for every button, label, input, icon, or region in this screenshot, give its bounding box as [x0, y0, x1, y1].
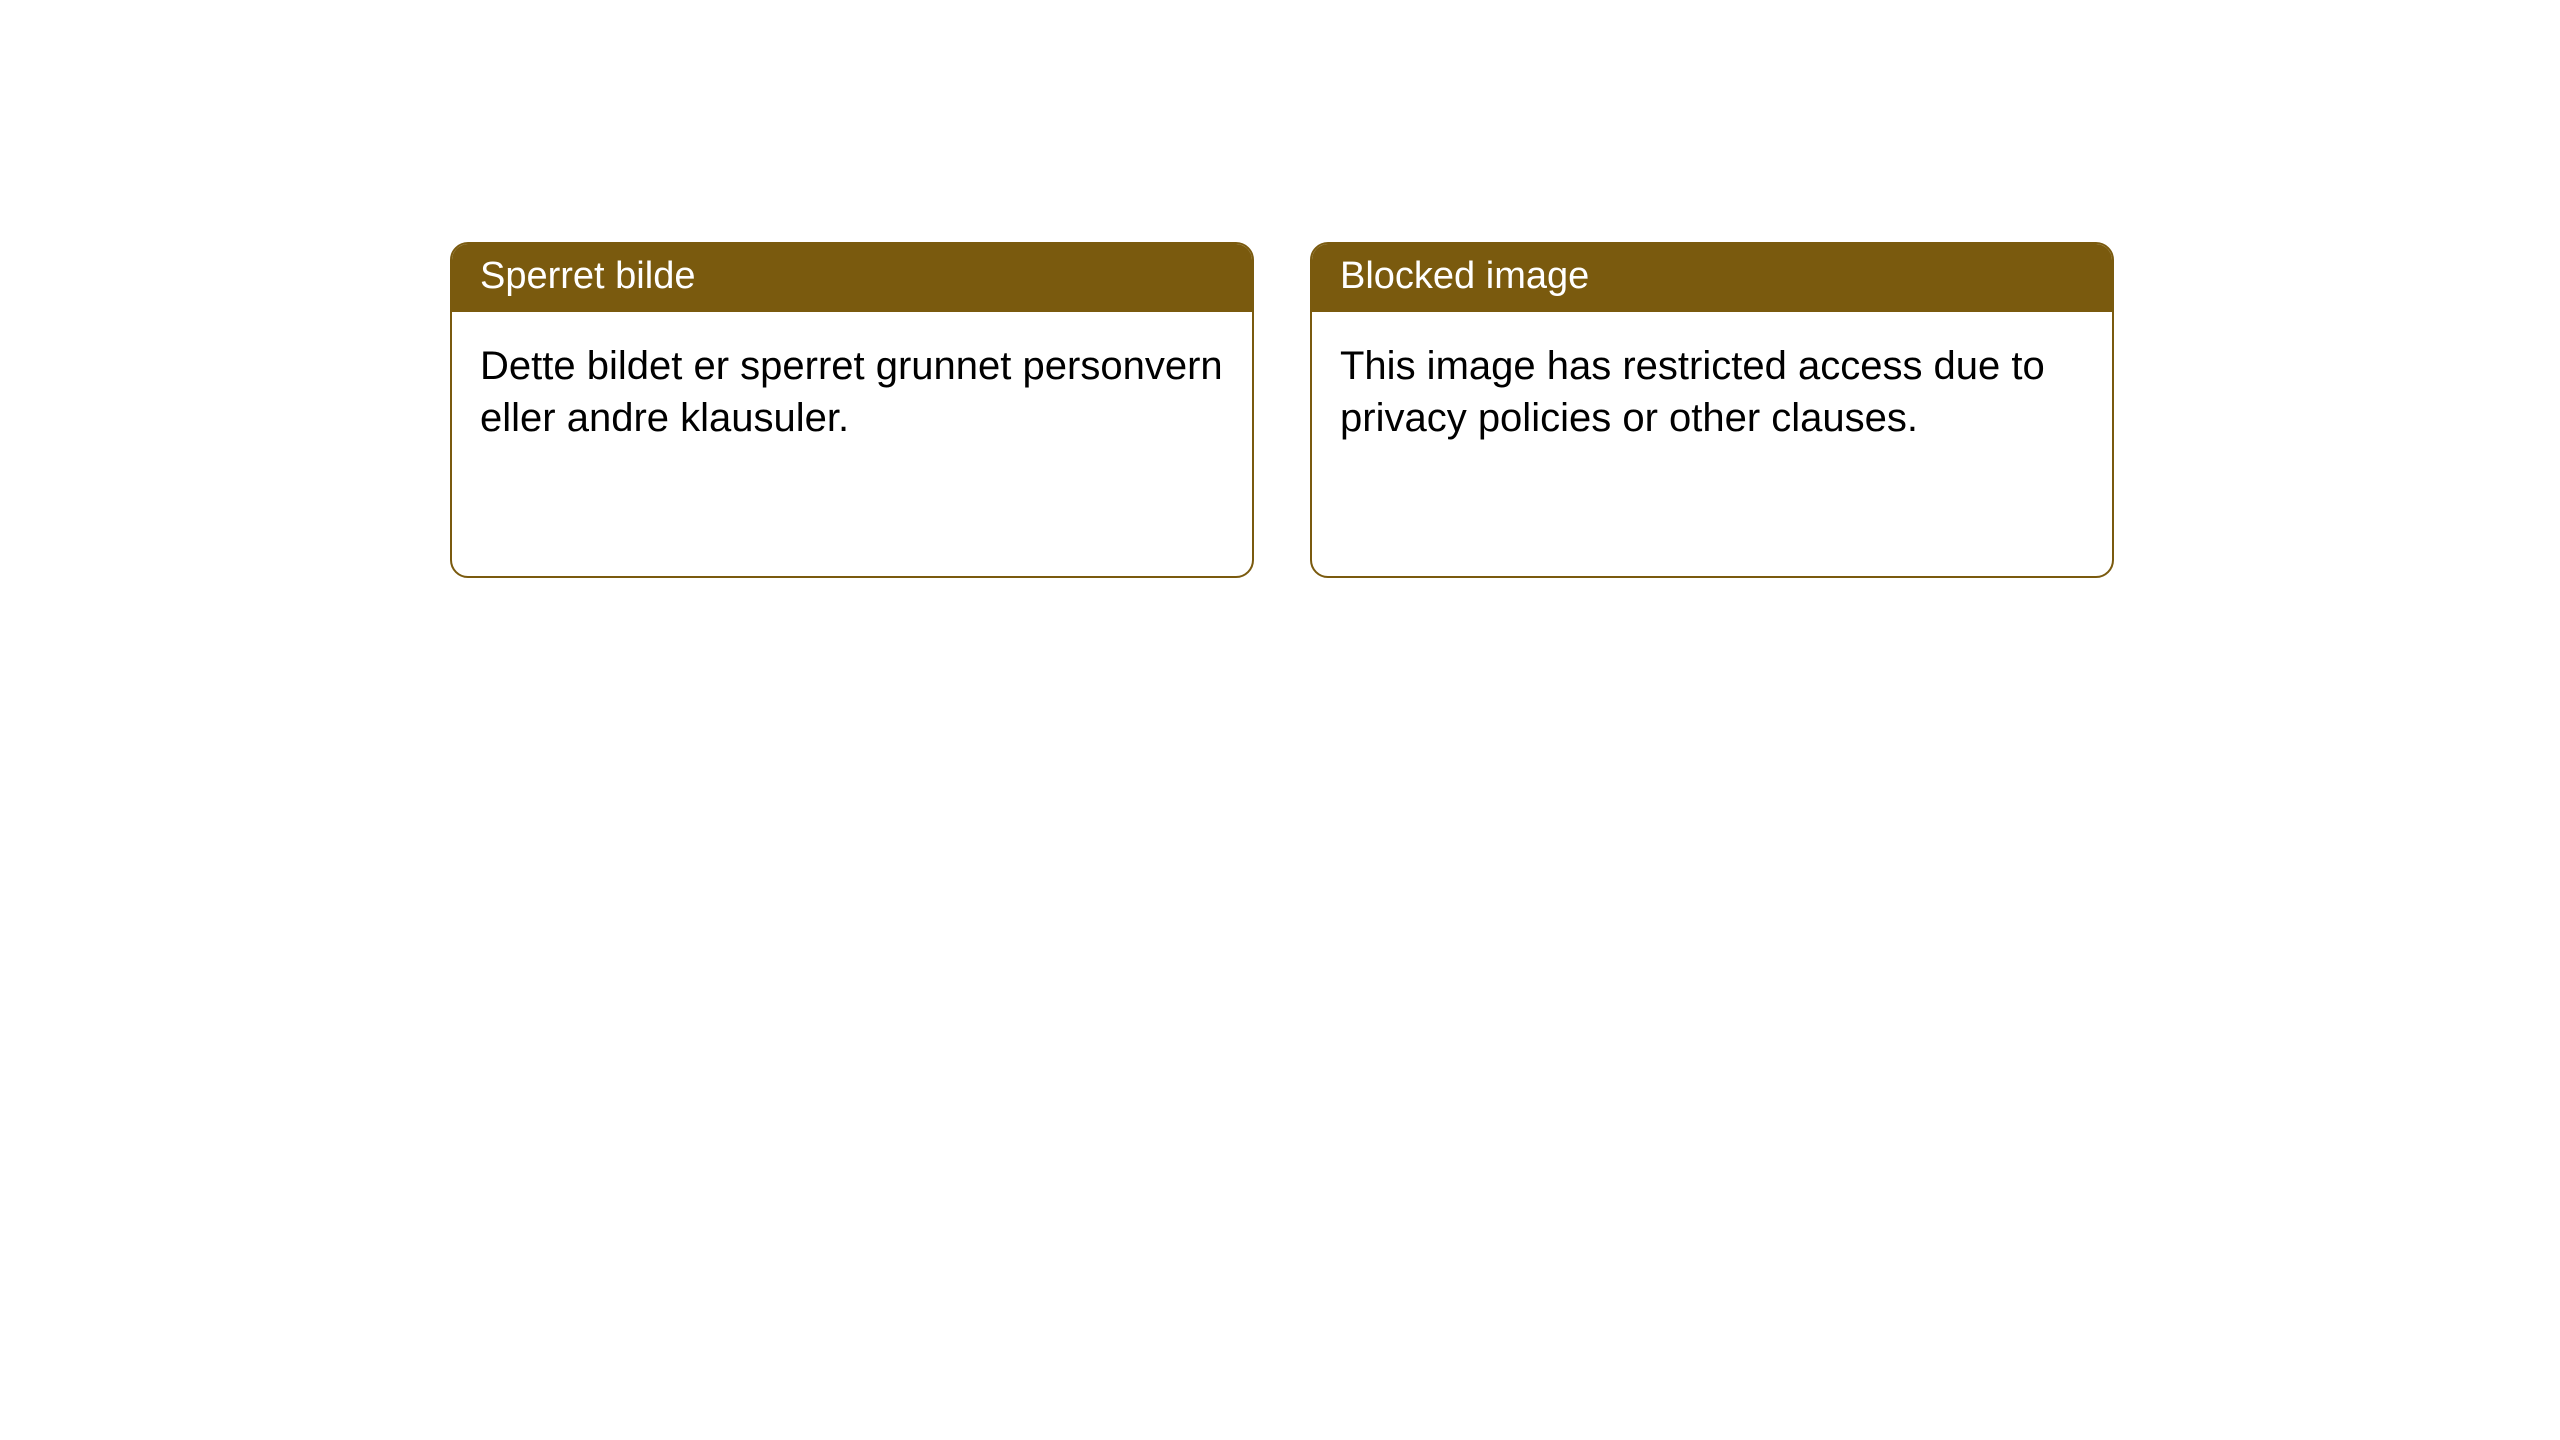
notice-card-norwegian: Sperret bilde Dette bildet er sperret gr…	[450, 242, 1254, 578]
notice-card-body: Dette bildet er sperret grunnet personve…	[452, 312, 1252, 464]
notice-card-header: Blocked image	[1312, 244, 2112, 312]
notice-card-english: Blocked image This image has restricted …	[1310, 242, 2114, 578]
notice-cards-container: Sperret bilde Dette bildet er sperret gr…	[450, 242, 2114, 578]
notice-card-header: Sperret bilde	[452, 244, 1252, 312]
notice-card-body: This image has restricted access due to …	[1312, 312, 2112, 464]
